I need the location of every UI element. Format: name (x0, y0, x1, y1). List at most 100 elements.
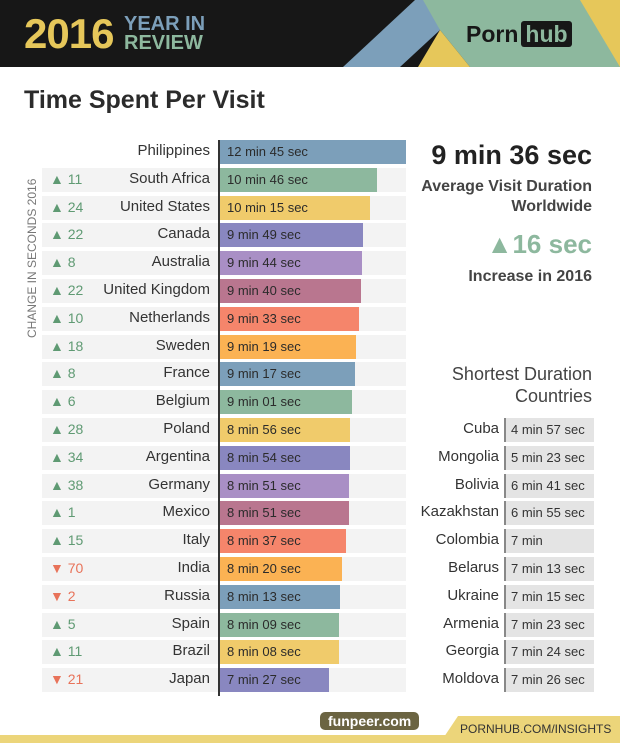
row-background (42, 390, 218, 415)
country-label: Germany (148, 475, 210, 493)
row-background (42, 584, 218, 609)
bar-value-label: 9 min 33 sec (227, 310, 301, 326)
bar-value-label: 8 min 56 sec (227, 422, 301, 437)
bar-value-label: 8 min 51 sec (227, 477, 301, 493)
shortest-time: 7 min (504, 529, 594, 554)
country-label: Italy (182, 531, 210, 549)
header-banner: 2016 YEAR IN REVIEW Porn hub (0, 0, 620, 67)
bar-value-label: 9 min 01 sec (227, 394, 301, 410)
shortest-country: Ukraine (447, 586, 499, 604)
shortest-row: Armenia 7 min 23 sec (420, 612, 594, 637)
change-value: ▲ 10 (50, 309, 84, 326)
bar (220, 140, 406, 164)
shortest-time: 7 min 13 sec (504, 557, 594, 581)
bar-value-label: 12 min 45 sec (227, 144, 308, 159)
bar-row: ▲ 34 Argentina 8 min 54 sec (42, 445, 406, 470)
bar-row: ▲ 18 Sweden 9 min 19 sec (42, 334, 406, 359)
bar-value-label: 8 min 54 sec (227, 449, 301, 465)
bar-row: ▲ 38 Germany 8 min 51 sec (42, 473, 406, 498)
bar-value-label: 8 min 13 sec (227, 588, 301, 604)
shortest-row: Moldova 7 min 26 sec (420, 668, 594, 693)
shortest-time: 7 min 26 sec (504, 668, 594, 693)
shortest-country: Moldova (442, 670, 499, 688)
bar-row: ▲ 6 Belgium 9 min 01 sec (42, 390, 406, 415)
change-value: ▲ 28 (50, 421, 84, 437)
country-label: United Kingdom (103, 281, 210, 298)
country-label: Australia (151, 253, 210, 271)
shortest-country: Georgia (445, 642, 499, 660)
y-axis-label: CHANGE IN SECONDS 2016 (25, 178, 39, 338)
bar (220, 557, 342, 581)
row-background (42, 223, 218, 248)
country-label: Canada (157, 225, 210, 243)
shortest-country: Colombia (435, 531, 499, 549)
bar (220, 362, 356, 387)
bar (220, 668, 329, 693)
bar (220, 418, 351, 442)
row-background (42, 251, 218, 276)
row-background (42, 306, 218, 331)
bar-value-label: 9 min 19 sec (227, 338, 301, 354)
footer-link[interactable]: PORNHUB.COM/INSIGHTS (440, 716, 620, 743)
shortest-row: Belarus 7 min 13 sec (420, 557, 594, 581)
bar-value-label: 9 min 17 sec (227, 366, 301, 382)
row-background (42, 557, 218, 581)
country-label: United States (119, 197, 210, 215)
change-value: ▲ 11 (50, 643, 83, 660)
change-value: ▼ 2 (50, 587, 76, 604)
country-label: Brazil (172, 642, 210, 660)
chart-axis (218, 140, 220, 696)
bar (220, 584, 340, 609)
change-value: ▲ 22 (50, 282, 84, 298)
bar-row: ▲ 11 Brazil 8 min 08 sec (42, 640, 406, 665)
bar (220, 334, 356, 359)
country-label: Poland (163, 420, 210, 437)
bar (220, 223, 364, 248)
bar-row: ▲ 11 South Africa 10 min 46 sec (42, 167, 406, 192)
bar-value-label: 10 min 46 sec (227, 171, 308, 187)
shortest-time: 6 min 41 sec (504, 473, 594, 498)
logo-text-b: hub (521, 21, 572, 47)
change-value: ▲ 34 (50, 448, 84, 465)
change-value: ▲ 11 (50, 170, 83, 187)
bar-row: ▲ 1 Mexico 8 min 51 sec (42, 501, 406, 526)
row-background (42, 418, 218, 442)
year-logo: 2016 (24, 10, 114, 57)
footer-bar (0, 735, 620, 743)
row-background (42, 334, 218, 359)
row-background (42, 279, 218, 303)
bar-value-label: 8 min 08 sec (227, 644, 301, 660)
country-label: Netherlands (129, 308, 210, 326)
bar-value-label: 8 min 09 sec (227, 616, 301, 632)
country-label: Argentina (145, 447, 210, 465)
change-value: ▲ 18 (50, 337, 84, 354)
bar-row: ▼ 21 Japan 7 min 27 sec (42, 668, 406, 693)
bar-value-label: 9 min 40 sec (227, 283, 301, 298)
country-label: Mexico (162, 503, 210, 521)
bar-row: Philippines 12 min 45 sec (42, 140, 406, 164)
change-value: ▲ 15 (50, 532, 84, 549)
shortest-time: 7 min 23 sec (504, 612, 594, 637)
bar-value-label: 9 min 44 sec (227, 255, 301, 271)
bar-row: ▼ 70 India 8 min 20 sec (42, 557, 406, 581)
bar-value-label: 9 min 49 sec (227, 227, 301, 243)
shortest-country: Bolivia (454, 475, 499, 493)
bar (220, 640, 339, 665)
shortest-row: Cuba 4 min 57 sec (420, 418, 594, 442)
bar-row: ▲ 8 France 9 min 17 sec (42, 362, 406, 387)
average-label-1: Average Visit Duration (421, 178, 592, 195)
change-value: ▲ 24 (50, 198, 84, 215)
row-background (42, 612, 218, 637)
increase-value: ▲16 sec (486, 229, 592, 259)
change-value: ▲ 8 (50, 254, 76, 271)
row-background (42, 445, 218, 470)
bar (220, 445, 350, 470)
bar-row: ▲ 24 United States 10 min 15 sec (42, 195, 406, 220)
average-duration: 9 min 36 sec (431, 140, 592, 170)
shortest-country: Mongolia (438, 447, 499, 465)
bar (220, 167, 378, 192)
shortest-time: 5 min 23 sec (504, 445, 594, 470)
row-background (42, 195, 218, 220)
row-background (42, 640, 218, 665)
country-label: Belgium (155, 392, 210, 410)
